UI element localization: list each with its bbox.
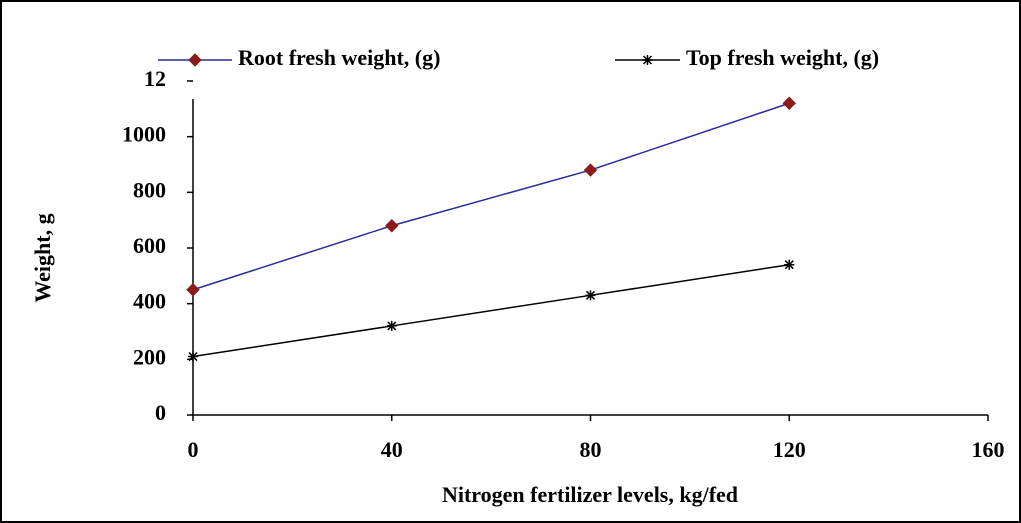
x-tick-label: 0 — [188, 437, 199, 462]
y-tick-label: 1000 — [122, 122, 166, 147]
marker — [188, 53, 202, 67]
y-tick-label: 200 — [133, 344, 166, 369]
marker — [585, 290, 596, 301]
x-tick-label: 80 — [580, 437, 602, 462]
legend-label: Top fresh weight, (g) — [686, 45, 879, 70]
y-axis-label: Weight, g — [30, 213, 55, 302]
series-line — [192, 263, 790, 358]
x-tick-label: 40 — [381, 437, 403, 462]
marker — [642, 55, 653, 65]
x-tick-label: 160 — [972, 437, 1005, 462]
marker — [386, 320, 397, 331]
x-tick-label: 120 — [773, 437, 806, 462]
marker — [188, 351, 198, 362]
marker — [782, 96, 796, 110]
y-tick-label: 0 — [155, 400, 166, 425]
x-axis-label: Nitrogen fertilizer levels, kg/fed — [442, 482, 738, 507]
marker — [583, 163, 598, 177]
y-tick-label: 600 — [133, 233, 166, 258]
marker — [186, 283, 200, 297]
marker — [385, 219, 399, 233]
y-tick-label: 12 — [144, 66, 166, 91]
y-tick-label: 800 — [133, 177, 166, 202]
series-line — [192, 102, 790, 291]
y-tick-label: 400 — [133, 289, 166, 314]
legend-label: Root fresh weight, (g) — [238, 45, 440, 70]
marker — [784, 259, 795, 270]
